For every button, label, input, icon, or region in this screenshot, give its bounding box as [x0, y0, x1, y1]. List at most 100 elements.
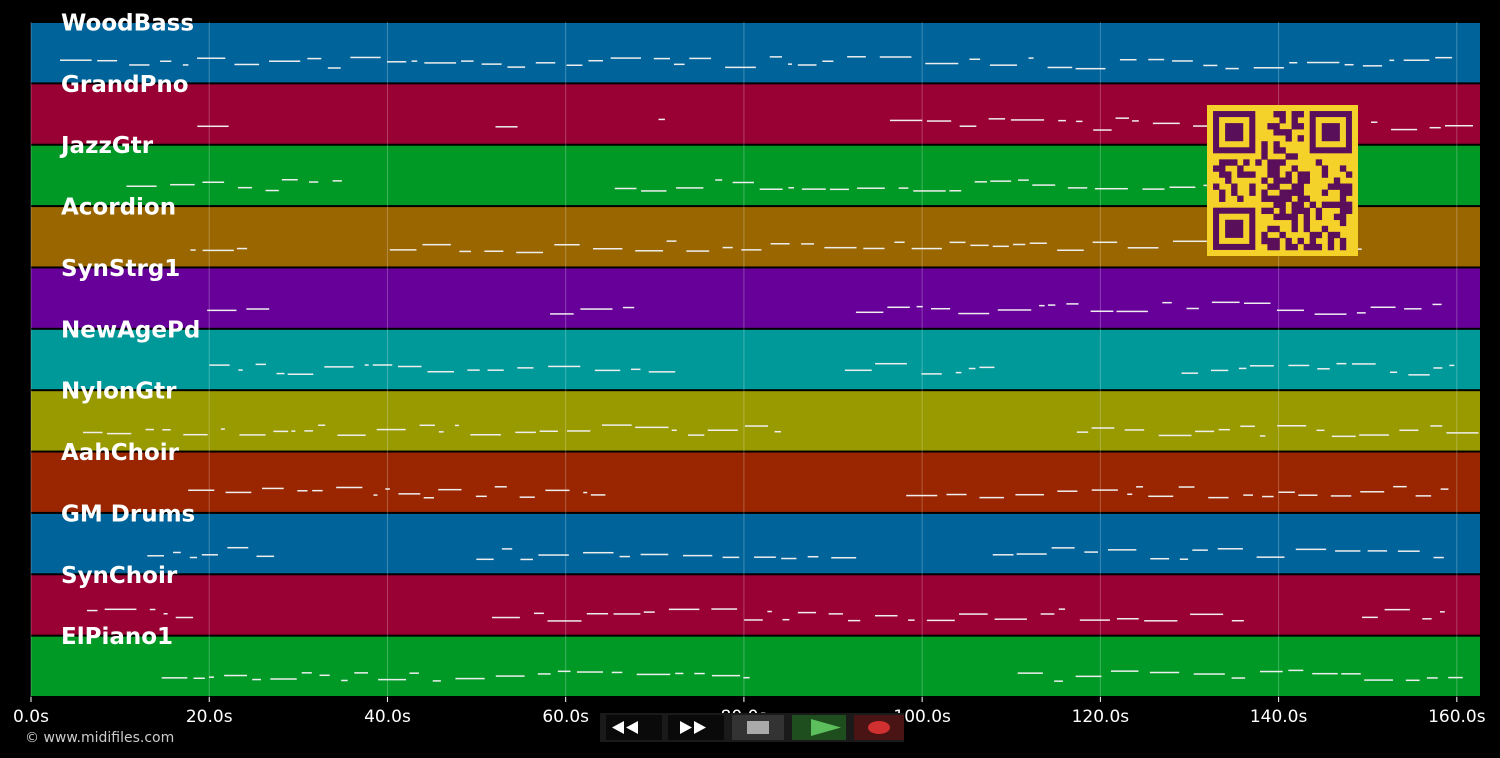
note	[874, 614, 898, 617]
note	[715, 179, 723, 181]
forward-button[interactable]	[668, 715, 724, 740]
note	[175, 616, 194, 619]
qr-module	[1327, 237, 1335, 245]
qr-finder	[1225, 123, 1244, 142]
note	[782, 618, 790, 621]
track-name: Acordion	[61, 195, 176, 221]
qr-module	[1339, 213, 1347, 221]
note	[554, 243, 580, 246]
qr-module	[1273, 195, 1280, 202]
qr-module	[1339, 195, 1347, 202]
note	[487, 369, 504, 371]
note	[422, 243, 451, 246]
note	[160, 60, 172, 62]
note	[992, 245, 1009, 248]
rewind-button[interactable]	[606, 715, 662, 740]
qr-module	[1297, 237, 1304, 245]
note	[1208, 496, 1229, 499]
note	[686, 250, 710, 252]
note	[190, 249, 196, 251]
qr-module	[1273, 243, 1280, 251]
qr-module	[1297, 111, 1304, 118]
note	[1262, 495, 1274, 498]
note	[1203, 64, 1218, 67]
note	[252, 678, 261, 681]
note	[744, 619, 763, 621]
note	[170, 183, 195, 186]
qr-module	[1225, 177, 1232, 184]
note	[925, 62, 959, 65]
x-tick-label: 120.0s	[1072, 707, 1130, 727]
qr-module	[1279, 159, 1286, 166]
x-tick-label: 40.0s	[364, 707, 411, 727]
qr-module	[1339, 237, 1347, 245]
record-button[interactable]	[854, 715, 904, 740]
note	[949, 241, 966, 244]
note	[1449, 364, 1455, 367]
note	[1136, 486, 1144, 488]
qr-module	[1279, 195, 1286, 202]
note	[86, 609, 98, 612]
note	[1116, 310, 1148, 313]
note	[1172, 60, 1193, 62]
note	[1181, 372, 1199, 374]
track-lane	[31, 23, 1480, 83]
qr-module	[1285, 237, 1292, 245]
qr-module	[1339, 219, 1347, 227]
note	[1389, 59, 1395, 62]
note	[265, 189, 279, 192]
note	[992, 554, 1014, 556]
note	[550, 313, 574, 315]
note	[906, 494, 938, 497]
note	[974, 181, 987, 183]
x-tick-label: 60.0s	[542, 707, 589, 727]
track-name: WoodBass	[61, 11, 194, 37]
note	[916, 305, 923, 308]
note	[494, 486, 507, 488]
transport	[600, 713, 904, 742]
qr-module	[1303, 219, 1310, 227]
qr-module	[1339, 165, 1347, 172]
note	[1116, 618, 1139, 620]
note	[921, 373, 942, 375]
note	[373, 494, 378, 496]
stop-button[interactable]	[732, 715, 784, 740]
note	[163, 613, 168, 615]
note	[594, 369, 621, 372]
note	[147, 555, 164, 557]
note	[788, 187, 795, 189]
note	[1362, 65, 1383, 67]
note	[583, 551, 614, 554]
qr-module	[1303, 195, 1310, 202]
note	[484, 250, 504, 252]
note	[1047, 304, 1056, 306]
track-name: ElPiano1	[61, 624, 173, 650]
qr-module	[1261, 141, 1268, 148]
note	[1058, 119, 1066, 122]
note	[1192, 549, 1208, 551]
track-lane	[31, 575, 1480, 635]
note	[567, 430, 591, 432]
note	[411, 60, 418, 62]
note	[801, 243, 815, 245]
qr-module	[1237, 171, 1244, 178]
note	[602, 424, 632, 426]
note	[1289, 61, 1298, 64]
qr-module	[1267, 159, 1274, 166]
note	[1405, 679, 1420, 682]
note	[424, 62, 457, 64]
note	[1446, 432, 1479, 434]
note	[1259, 435, 1266, 437]
notes	[60, 56, 1479, 682]
note	[1429, 126, 1441, 129]
play-button[interactable]	[792, 715, 846, 740]
note	[988, 118, 1006, 120]
qr-module	[1339, 201, 1347, 208]
qr-module	[1273, 177, 1280, 184]
note	[1330, 495, 1352, 497]
note	[1075, 67, 1106, 70]
note	[1288, 364, 1310, 367]
note	[1225, 67, 1239, 70]
note	[635, 250, 664, 252]
note	[844, 369, 872, 372]
